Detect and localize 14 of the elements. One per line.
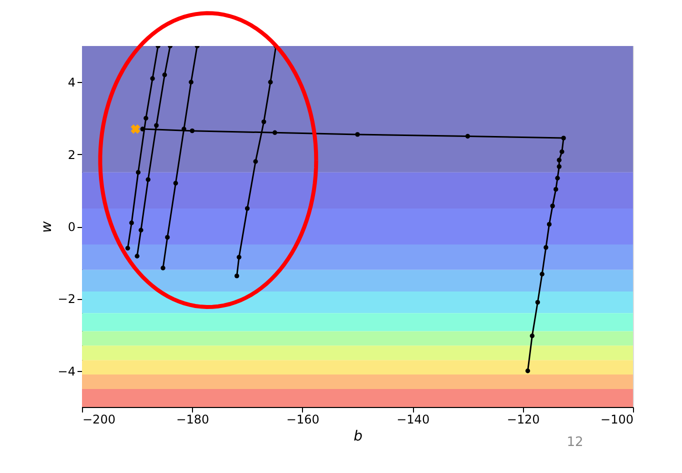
x-axis-title: b bbox=[354, 428, 363, 444]
x-tick-label: −120 bbox=[506, 412, 540, 426]
y-tick-label: 4 bbox=[68, 76, 76, 90]
x-tick-label: −180 bbox=[176, 412, 210, 426]
y-tick-label: 2 bbox=[68, 148, 76, 162]
x-tick-label: −100 bbox=[600, 412, 634, 426]
y-axis-title: w bbox=[38, 220, 55, 233]
y-tick-label: −2 bbox=[58, 292, 76, 306]
text: 12 bbox=[566, 435, 584, 450]
x-tick-label: −200 bbox=[82, 412, 116, 426]
y-tick-label: 0 bbox=[68, 220, 76, 234]
y-tick-label: −4 bbox=[58, 364, 76, 378]
x-tick-label: −160 bbox=[286, 412, 320, 426]
x-tick-label: −140 bbox=[396, 412, 430, 426]
